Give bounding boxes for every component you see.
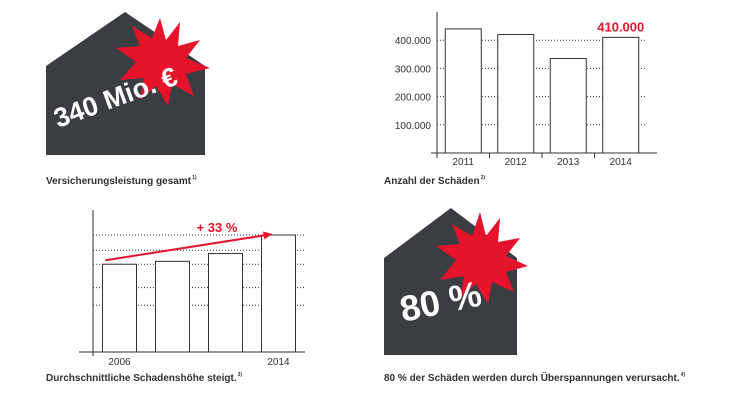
y-tick-label: 200.000 xyxy=(395,93,432,104)
avg-damage-footnote: 3) xyxy=(237,372,243,378)
surge-caption-text: 80 % der Schäden werden durch Überspannu… xyxy=(384,373,680,384)
insurance-caption-text: Versicherungsleistung gesamt xyxy=(46,176,192,187)
surge-footnote: 4) xyxy=(680,372,686,378)
insurance-footnote: 1) xyxy=(192,175,197,181)
x-tick-label: 2012 xyxy=(505,157,528,168)
bar xyxy=(102,263,137,353)
bar xyxy=(444,28,482,154)
bar xyxy=(261,234,296,353)
avg-damage-caption: Durchschnittliche Schadenshöhe steigt.3) xyxy=(46,372,243,384)
explosion-starburst-icon xyxy=(116,18,210,106)
trend-arrow-head-icon xyxy=(262,231,273,240)
insurance-caption: Versicherungsleistung gesamt1) xyxy=(46,175,197,187)
y-tick-label: 100.000 xyxy=(395,121,432,132)
claims-count-caption-text: Anzahl der Schäden xyxy=(384,176,480,187)
explosion-starburst-icon xyxy=(436,212,528,304)
y-tick-label: 400.000 xyxy=(395,36,432,47)
surge-caption: 80 % der Schäden werden durch Überspannu… xyxy=(384,372,686,384)
bar xyxy=(549,58,587,154)
bar xyxy=(497,34,535,154)
bar xyxy=(602,36,640,154)
trend-arrow-line xyxy=(105,234,267,262)
x-tick-label: 2014 xyxy=(267,357,290,368)
bar xyxy=(208,253,243,353)
y-tick-label: 300.000 xyxy=(395,64,432,75)
x-tick-label: 2014 xyxy=(610,157,633,168)
x-tick-label: 2013 xyxy=(557,157,580,168)
x-tick-label: 2011 xyxy=(452,157,474,168)
claims-count-caption: Anzahl der Schäden2) xyxy=(384,175,486,187)
highlight-data-label: 410.000 xyxy=(597,19,644,34)
claims-count-footnote: 2) xyxy=(480,175,486,181)
bar xyxy=(155,260,190,353)
x-tick-label: 2006 xyxy=(108,357,131,368)
trend-label: + 33 % xyxy=(197,220,238,235)
avg-damage-caption-text: Durchschnittliche Schadenshöhe steigt. xyxy=(46,373,237,384)
